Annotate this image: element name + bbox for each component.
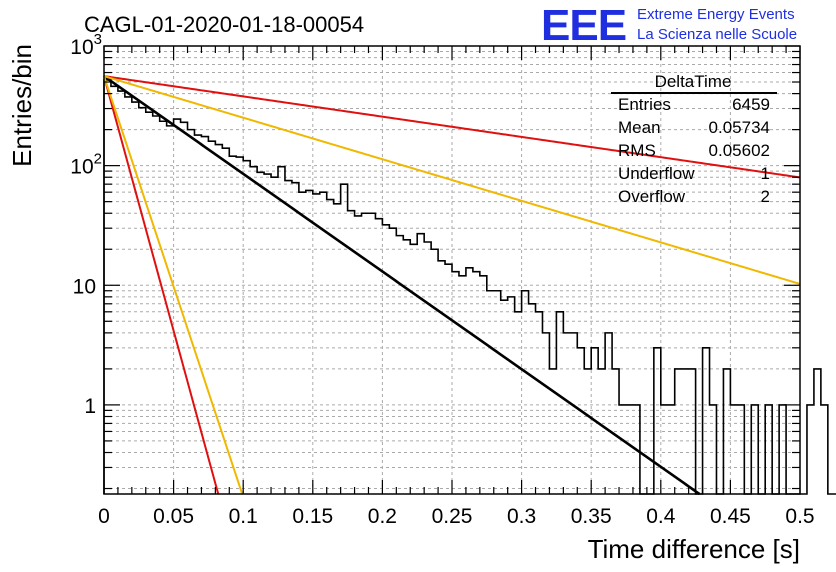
fit-line-4 [103,75,220,495]
x-tick-label: 0.05 [153,505,194,528]
stats-label: RMS [618,141,656,160]
stats-box: DeltaTime Entries 6459 Mean 0.05734 RMS 0.056… [611,72,777,206]
stats-value: 6459 [732,95,770,114]
logo-line-2: La Scienza nelle Scuole [637,26,797,43]
y-tick-label: 103 [70,31,102,59]
chart-title: CAGL-01-2020-01-18-00054 [84,12,364,37]
stats-rows: Entries 6459 Mean 0.05734 RMS 0.05602 Underflo… [618,95,770,206]
y-tick-label: 102 [70,151,102,179]
fit-line-5 [103,75,244,495]
stats-label: Entries [618,95,671,114]
y-axis-label: Entries/bin [7,44,37,167]
stats-title: DeltaTime [655,72,732,91]
y-axis-ticks: 1 10 102 103 [70,31,800,490]
x-tick-label: 0.4 [646,505,676,528]
y-tick-label: 10 [73,275,96,298]
x-axis-label: Time difference [s] [588,534,800,564]
stats-value: 0.05602 [709,141,770,160]
stats-value: 2 [761,187,770,206]
fit-line-1 [103,75,701,496]
stats-value: 1 [761,164,770,183]
y-tick-label: 1 [84,395,96,418]
stats-label: Mean [618,118,661,137]
x-tick-label: 0.15 [292,505,333,528]
histogram [103,79,836,495]
x-tick-label: 0.25 [432,505,473,528]
fit-lines [103,75,801,496]
eee-logo: EEE Extreme Energy Events La Scienza nel… [541,1,797,50]
x-axis-ticks: 0 0.05 0.1 0.15 0.2 0.25 0.3 0.35 0.4 0.45 0.5 [98,46,815,528]
fit-line-2 [103,75,801,179]
stats-label: Underflow [618,164,695,183]
x-tick-label: 0.3 [507,505,536,528]
x-tick-label: 0.5 [785,505,814,528]
histogram-outline [103,79,836,495]
x-tick-label: 0.1 [229,505,258,528]
logo-line-1: Extreme Energy Events [637,6,795,23]
x-tick-label: 0.35 [571,505,612,528]
stats-value: 0.05734 [709,118,770,137]
stats-label: Overflow [618,187,686,206]
x-tick-label: 0.45 [710,505,751,528]
logo-mark: EEE [541,1,626,50]
x-tick-label: 0 [98,505,110,528]
x-tick-label: 0.2 [368,505,397,528]
fit-line-3 [103,75,801,285]
